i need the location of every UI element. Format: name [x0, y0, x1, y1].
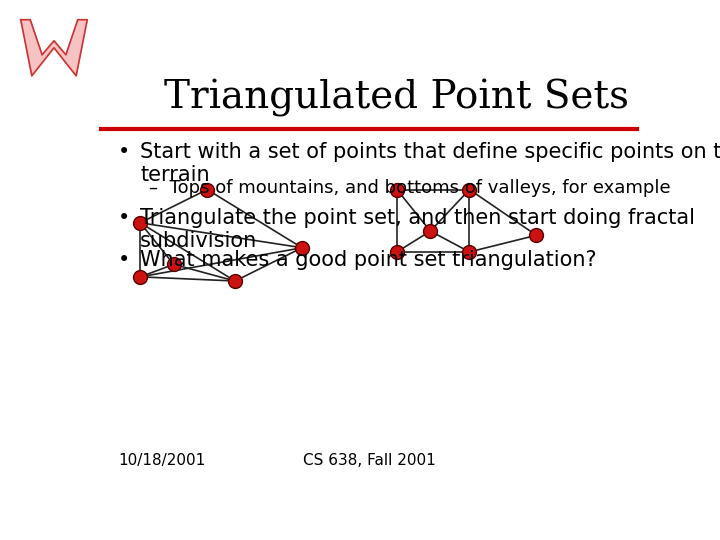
Text: What makes a good point set triangulation?: What makes a good point set triangulatio…: [140, 250, 597, 270]
Text: Start with a set of points that define specific points on the
terrain: Start with a set of points that define s…: [140, 141, 720, 185]
Text: 10/18/2001: 10/18/2001: [118, 453, 205, 468]
Text: CS 638, Fall 2001: CS 638, Fall 2001: [302, 453, 436, 468]
Text: Triangulate the point set, and then start doing fractal
subdivision: Triangulate the point set, and then star…: [140, 208, 696, 252]
Polygon shape: [21, 19, 87, 76]
Text: •: •: [118, 208, 130, 228]
Text: •: •: [118, 141, 130, 161]
Text: •: •: [118, 250, 130, 270]
Text: –  Tops of mountains, and bottoms of valleys, for example: – Tops of mountains, and bottoms of vall…: [148, 179, 670, 197]
Text: Triangulated Point Sets: Triangulated Point Sets: [164, 79, 629, 117]
